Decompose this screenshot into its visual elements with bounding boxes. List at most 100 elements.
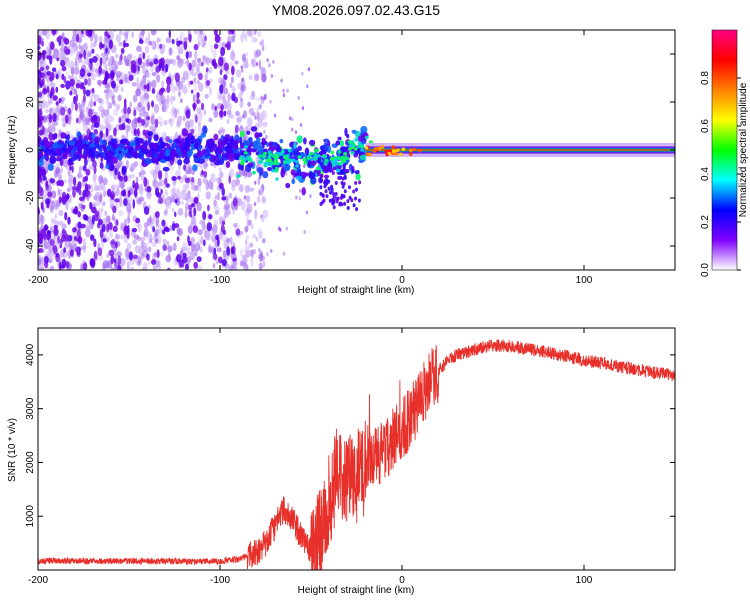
spectrogram-cell: [146, 253, 150, 261]
colorbar-axis: 0.0 0.2 0.4 0.6 0.8: [700, 71, 741, 277]
spectrogram-cell: [49, 265, 55, 270]
spectrogram-cell: [99, 41, 103, 50]
spectrogram-cell: [89, 184, 94, 193]
spectrogram-cell: [230, 246, 234, 255]
spectrogram-cell: [124, 248, 129, 258]
spectrogram-cell: [182, 146, 188, 151]
spectrogram-cell: [68, 140, 76, 146]
spectrogram-cell: [258, 59, 262, 70]
spectrogram-cell: [209, 66, 213, 74]
spectrogram-cell: [343, 201, 347, 206]
spectrogram-cell: [49, 178, 56, 184]
spectrogram-cell: [240, 65, 244, 70]
spectrogram-cell: [78, 154, 86, 159]
spectrogram-cell: [223, 62, 230, 72]
spectrogram-cell: [198, 229, 203, 236]
spectrogram-cell: [258, 230, 263, 240]
spectrogram-cell: [181, 255, 188, 264]
spectrogram-cell: [213, 43, 219, 50]
spectrogram-cell: [190, 119, 195, 125]
spectrogram-cell: [408, 152, 413, 156]
spectrogram-cell: [151, 79, 157, 89]
spectrogram-cell: [143, 84, 147, 90]
spectrogram-cell: [190, 251, 195, 259]
spectrogram-cell: [161, 80, 165, 88]
spectrogram-cell: [235, 178, 241, 186]
spectrogram-cell: [108, 249, 115, 257]
spectrogram-cell: [346, 205, 350, 210]
snr-data-point: [256, 552, 257, 553]
spectrogram-cell: [354, 170, 358, 175]
spectrogram-cell: [92, 172, 97, 183]
spectrogram-cell: [391, 149, 396, 153]
spectrogram-cell: [38, 247, 44, 253]
spectrogram-cell: [391, 145, 396, 150]
spectrogram-cell: [354, 137, 359, 142]
spectrogram-cell: [47, 126, 52, 132]
spectrogram-cell: [268, 141, 273, 148]
spectrogram-cell: [77, 144, 83, 152]
spectrogram-cell: [102, 238, 107, 243]
spectrogram-cell: [234, 124, 239, 134]
spectrogram-cell: [60, 132, 67, 139]
snr-data-point: [383, 451, 384, 452]
spectrogram-cell: [89, 57, 93, 64]
spectrogram-cell: [93, 238, 97, 248]
spectrogram-cell: [218, 215, 222, 225]
spectrogram-cell: [153, 142, 159, 150]
spectrogram-cell: [61, 191, 67, 201]
spectrogram-cell: [337, 176, 341, 181]
spectrogram-cell: [262, 209, 269, 219]
spectrogram-cell: [221, 258, 227, 267]
spectrogram-cell: [330, 150, 335, 155]
spectrogram-cell: [248, 107, 255, 115]
spectrogram-cell: [164, 169, 169, 180]
spectrogram-cell: [125, 58, 130, 67]
spectrogram-cell: [107, 34, 111, 39]
spectrogram-cell: [286, 160, 291, 165]
spectrogram-cell: [183, 157, 190, 165]
spectrogram-cell: [260, 214, 263, 219]
spectrogram-cell: [265, 134, 268, 139]
spectrogram-cell: [82, 189, 87, 199]
spectrogram-cell: [210, 173, 216, 178]
spectrogram-cell: [120, 138, 127, 144]
spectrogram-cell: [72, 188, 76, 198]
spectrogram-cell: [179, 200, 185, 205]
spectrogram-cell: [101, 201, 106, 207]
spectrogram-cell: [162, 244, 167, 252]
spectrogram-cell: [165, 199, 172, 210]
spectrogram-cell: [174, 72, 180, 83]
spectrogram-cell: [135, 88, 142, 97]
spectrogram-cell: [97, 145, 101, 151]
spectrogram-cell: [262, 109, 266, 115]
spectrogram-cell: [141, 30, 145, 35]
spectrogram-cell: [128, 197, 134, 203]
spectrogram-cell: [123, 175, 128, 183]
spectrogram-cell: [150, 30, 157, 36]
spectrogram-cell: [187, 225, 193, 234]
spectrogram-cell: [218, 56, 224, 67]
spectrogram-cell: [60, 97, 64, 105]
spectrogram-cell: [59, 173, 62, 180]
spectrogram-cell: [67, 199, 72, 204]
snr-data-point: [183, 561, 184, 562]
spectrogram-cell: [231, 86, 236, 93]
spectrogram-cell: [306, 84, 309, 89]
spectrogram-cell: [249, 242, 254, 248]
spectrogram-cell: [105, 47, 108, 54]
spectrogram-cell: [113, 184, 119, 189]
spectrogram-y-axis-label: Frequency (Hz): [7, 116, 18, 185]
spectrogram-cell: [104, 83, 111, 89]
spectrogram-cell: [195, 63, 199, 72]
spectrogram-cell: [293, 141, 297, 149]
spectrogram-cell: [41, 140, 45, 147]
spectrogram-cell: [61, 234, 67, 242]
spectrogram-cell: [232, 197, 238, 207]
spectrogram-cell: [323, 184, 327, 189]
spectrogram-cell: [240, 124, 243, 129]
spectrogram-cell: [176, 120, 181, 128]
spectrogram-cell: [176, 55, 180, 61]
spectrogram-cell: [115, 234, 121, 240]
